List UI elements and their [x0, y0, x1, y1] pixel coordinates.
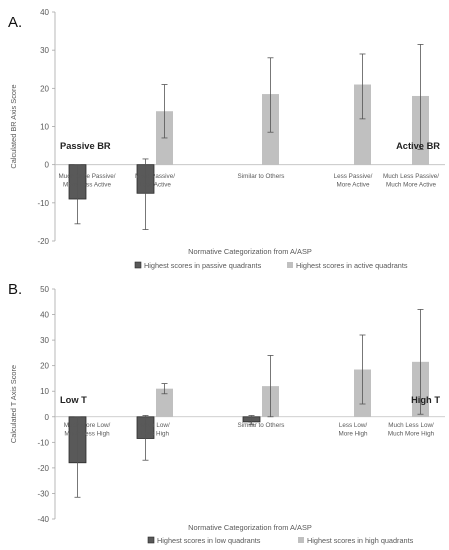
- panel-b-category-label: Much More Low/: [64, 422, 111, 429]
- panel-b-category-label: Much Less Low/: [388, 422, 434, 429]
- panel-b-legend-swatch: [298, 537, 304, 543]
- panel-a-y-tick-label: 30: [40, 46, 49, 55]
- panel-a-category-label: Less Active: [139, 182, 171, 189]
- panel-b-y-tick-label: 40: [40, 311, 49, 320]
- panel-b-y-tick-label: 50: [40, 285, 49, 294]
- panel-b-y-tick-label: 20: [40, 362, 49, 371]
- panel-b-y-tick-label: 10: [40, 387, 49, 396]
- panel-b-category-label: Much Less High: [64, 431, 110, 438]
- panel-a-category-label: More Active: [337, 182, 370, 189]
- panel-b-x-axis-title: Normative Categorization from A/ASP: [188, 523, 312, 532]
- panel-a-y-tick-label: 20: [40, 84, 49, 93]
- panel-a-bar: [354, 84, 371, 165]
- panel-a-category-label: Much Less Passive/: [383, 173, 439, 180]
- panel-b-legend-swatch: [147, 536, 155, 544]
- panel-a-annotation-left: Passive BR: [60, 141, 111, 151]
- panel-b-y-tick-label: 30: [40, 336, 49, 345]
- panel-b-annotation-left: Low T: [60, 395, 87, 405]
- panel-a-category-label: Less Passive/: [334, 173, 373, 180]
- panel-b-y-tick-label: 0: [45, 413, 50, 422]
- panel-b-y-tick-label: -30: [37, 489, 49, 498]
- panel-b-legend-label: Highest scores in low quadrants: [157, 536, 261, 545]
- panel-b-y-tick-label: -40: [37, 515, 49, 524]
- panel-a-y-tick-label: 10: [40, 123, 49, 132]
- panel-b-y-axis-title: Calculated T Axis Score: [9, 365, 18, 443]
- panel-b-category-label: Much More High: [388, 431, 435, 438]
- panel-a-y-tick-label: -10: [37, 199, 49, 208]
- panel-a-y-axis-title: Calculated BR Axis Score: [9, 84, 18, 168]
- panel-a-legend-swatch: [134, 261, 142, 269]
- panel-a-y-tick-label: 0: [45, 161, 50, 170]
- panel-a-annotation-right: Active BR: [396, 141, 440, 151]
- panel-b-category-label: Similar to Others: [238, 422, 285, 429]
- panel-a-legend-label: Highest scores in active quadrants: [296, 261, 408, 270]
- panel-b-category-label: More Low/: [140, 422, 170, 429]
- panel-a-y-tick-label: -20: [37, 237, 49, 246]
- panel-b-y-tick-label: -20: [37, 464, 49, 473]
- panel-b-category-label: More High: [338, 431, 368, 438]
- panel-b-y-tick-label: -10: [37, 438, 49, 447]
- panel-a-category-label: More Less Active: [63, 182, 111, 189]
- panel-a-legend-label: Highest scores in passive quadrants: [144, 261, 262, 270]
- panel-b-category-label: Less Low/: [339, 422, 368, 429]
- panel-b-bar: [156, 388, 173, 417]
- panel-a-x-axis-title: Normative Categorization from A/ASP: [188, 247, 312, 256]
- panel-b-category-label: Less High: [141, 431, 169, 438]
- panel-a-category-label: Similar to Others: [238, 173, 285, 180]
- panel-a-category-label: Much More Active: [386, 182, 437, 189]
- panel-b-label: B.: [8, 281, 22, 298]
- panel-a-y-tick-label: 40: [40, 8, 49, 17]
- panel-a-category-label: More Passive/: [135, 173, 175, 180]
- panel-b-legend-label: Highest scores in high quadrants: [307, 536, 414, 545]
- panel-a-legend-swatch: [287, 262, 293, 268]
- panel-b-annotation-right: High T: [411, 395, 440, 405]
- panel-a-category-label: Much More Passive/: [58, 173, 115, 180]
- panel-a-label: A.: [8, 14, 22, 31]
